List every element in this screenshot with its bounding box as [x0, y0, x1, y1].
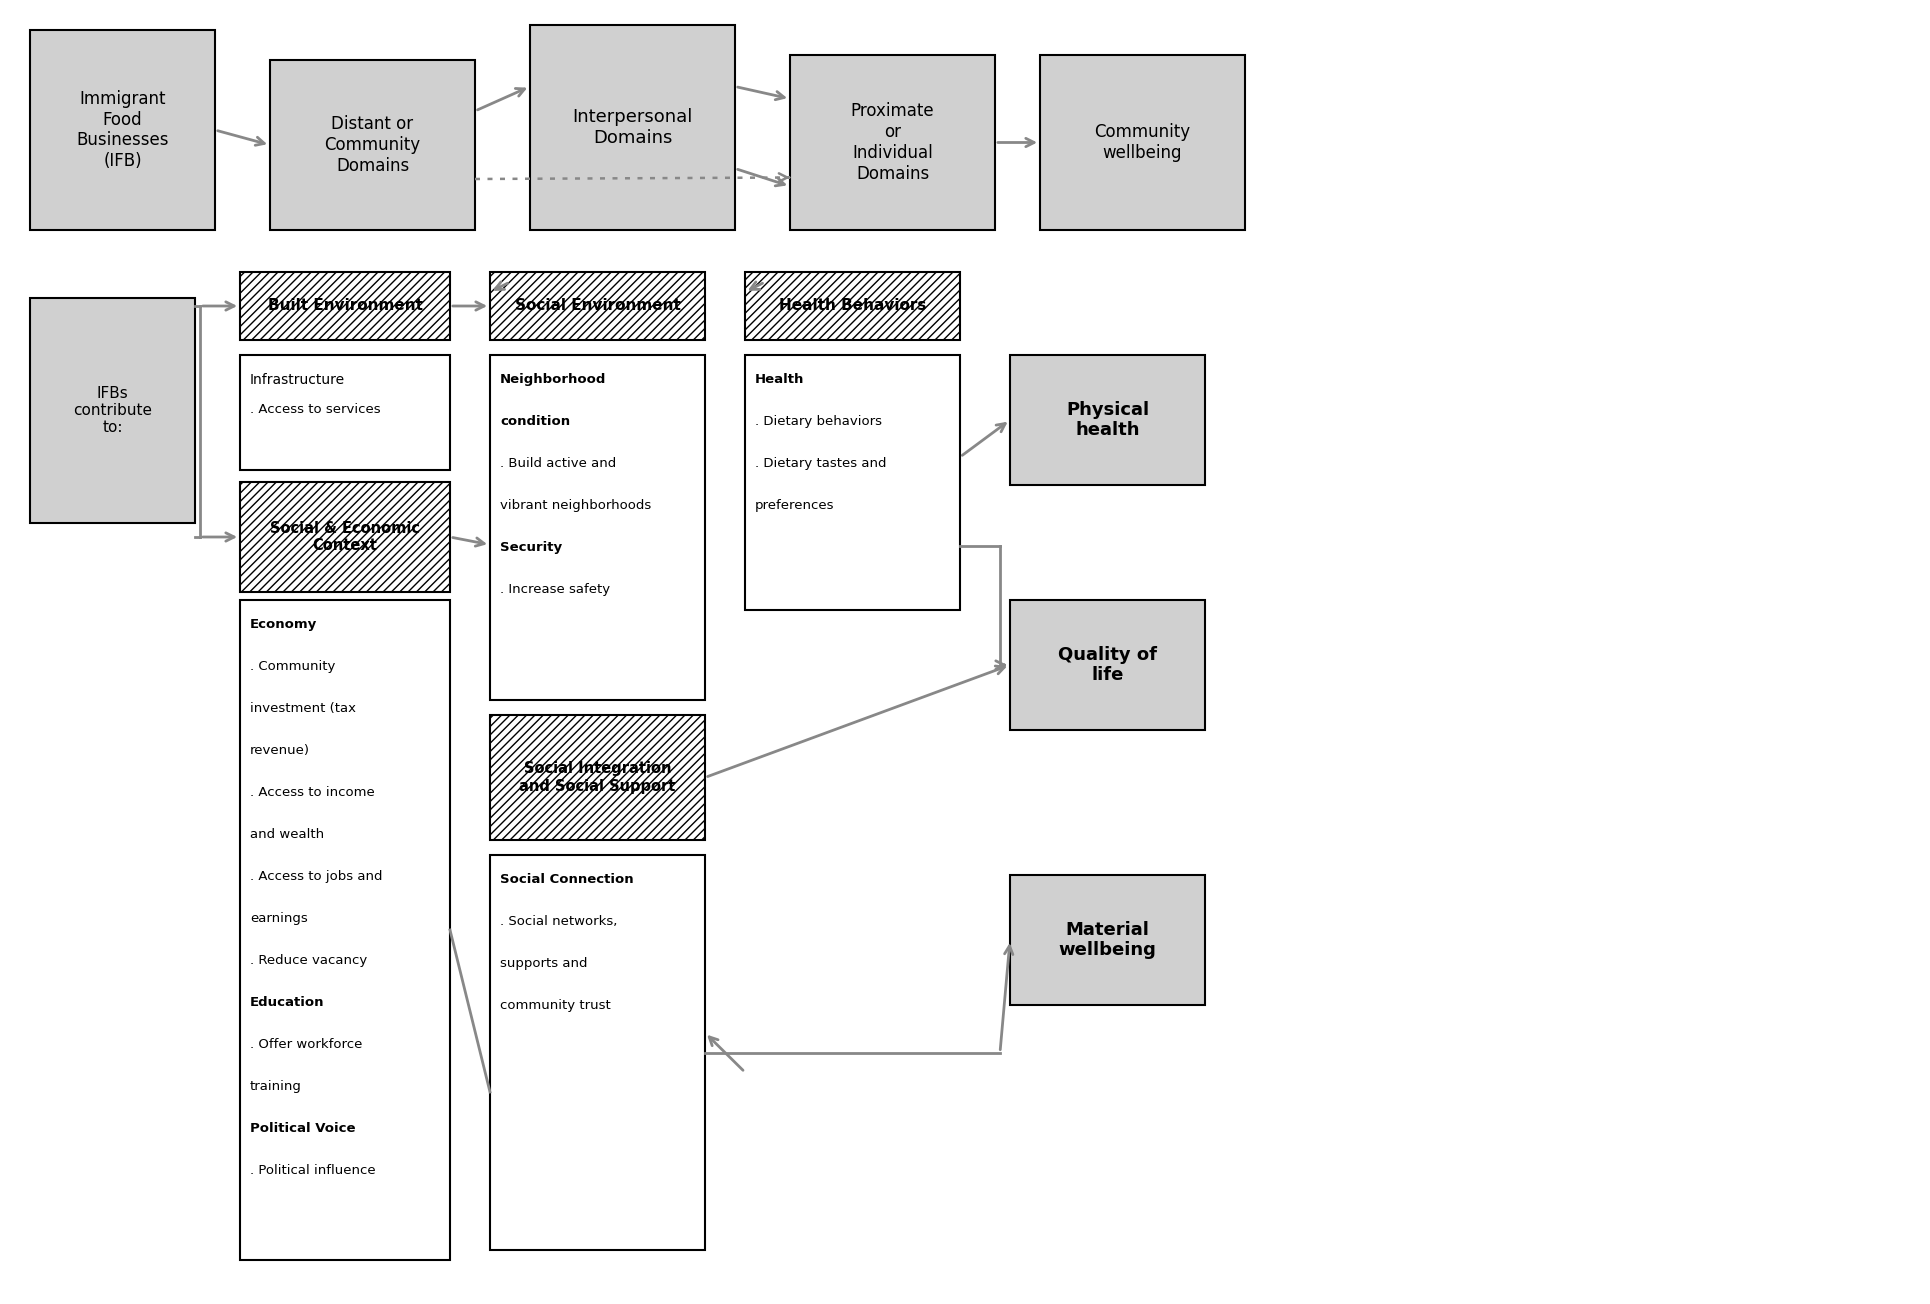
Text: . Reduce vacancy: . Reduce vacancy: [251, 955, 367, 968]
FancyBboxPatch shape: [270, 60, 475, 230]
Text: training: training: [251, 1080, 301, 1093]
Text: revenue): revenue): [251, 745, 311, 758]
Text: . Access to services: . Access to services: [251, 403, 380, 416]
Text: Neighborhood: Neighborhood: [500, 373, 606, 386]
Text: . Political influence: . Political influence: [251, 1164, 376, 1178]
FancyBboxPatch shape: [490, 855, 704, 1251]
Text: Social Connection: Social Connection: [500, 872, 633, 885]
Text: Immigrant
Food
Businesses
(IFB): Immigrant Food Businesses (IFB): [77, 90, 168, 171]
FancyBboxPatch shape: [239, 482, 450, 592]
Text: vibrant neighborhoods: vibrant neighborhoods: [500, 499, 650, 512]
FancyBboxPatch shape: [1009, 875, 1204, 1005]
FancyBboxPatch shape: [789, 55, 996, 230]
FancyBboxPatch shape: [31, 30, 214, 230]
Text: IFBs
contribute
to:: IFBs contribute to:: [73, 386, 152, 436]
FancyBboxPatch shape: [745, 355, 959, 610]
Text: supports and: supports and: [500, 957, 587, 970]
Text: Quality of
life: Quality of life: [1058, 645, 1156, 685]
FancyBboxPatch shape: [490, 273, 704, 340]
Text: Infrastructure: Infrastructure: [251, 373, 345, 387]
Text: . Access to jobs and: . Access to jobs and: [251, 870, 382, 883]
Text: Social Integration
and Social Support: Social Integration and Social Support: [519, 762, 676, 794]
Text: . Offer workforce: . Offer workforce: [251, 1038, 363, 1051]
Text: Built Environment: Built Environment: [268, 299, 423, 313]
FancyBboxPatch shape: [1040, 55, 1245, 230]
Text: Education: Education: [251, 996, 324, 1009]
Text: Health Behaviors: Health Behaviors: [780, 299, 926, 313]
FancyBboxPatch shape: [1009, 355, 1204, 485]
Text: Social Environment: Social Environment: [515, 299, 681, 313]
FancyBboxPatch shape: [531, 25, 735, 230]
Text: . Dietary tastes and: . Dietary tastes and: [755, 456, 886, 469]
Text: Interpersonal
Domains: Interpersonal Domains: [573, 108, 693, 147]
Text: and wealth: and wealth: [251, 828, 324, 841]
Text: preferences: preferences: [755, 499, 834, 512]
Text: . Social networks,: . Social networks,: [500, 915, 618, 928]
Text: . Community: . Community: [251, 660, 336, 673]
FancyBboxPatch shape: [745, 273, 959, 340]
FancyBboxPatch shape: [490, 715, 704, 840]
FancyBboxPatch shape: [239, 355, 450, 469]
Text: Social & Economic
Context: Social & Economic Context: [270, 520, 421, 553]
Text: Community
wellbeing: Community wellbeing: [1094, 123, 1191, 162]
FancyBboxPatch shape: [1009, 600, 1204, 730]
Text: . Access to income: . Access to income: [251, 786, 374, 799]
FancyBboxPatch shape: [239, 600, 450, 1260]
Text: Material
wellbeing: Material wellbeing: [1058, 921, 1156, 960]
Text: earnings: earnings: [251, 911, 307, 925]
Text: condition: condition: [500, 415, 569, 428]
Text: . Dietary behaviors: . Dietary behaviors: [755, 415, 882, 428]
Text: Economy: Economy: [251, 618, 317, 631]
FancyBboxPatch shape: [31, 299, 195, 523]
FancyBboxPatch shape: [490, 355, 704, 700]
Text: . Build active and: . Build active and: [500, 456, 616, 469]
FancyBboxPatch shape: [239, 273, 450, 340]
Text: Physical
health: Physical health: [1065, 400, 1148, 439]
Text: Political Voice: Political Voice: [251, 1121, 355, 1134]
Text: community trust: community trust: [500, 999, 610, 1012]
Text: investment (tax: investment (tax: [251, 702, 355, 715]
Text: Distant or
Community
Domains: Distant or Community Domains: [324, 115, 421, 175]
Text: Proximate
or
Individual
Domains: Proximate or Individual Domains: [851, 102, 934, 183]
Text: Health: Health: [755, 373, 805, 386]
Text: Security: Security: [500, 541, 562, 554]
Text: . Increase safety: . Increase safety: [500, 583, 610, 596]
